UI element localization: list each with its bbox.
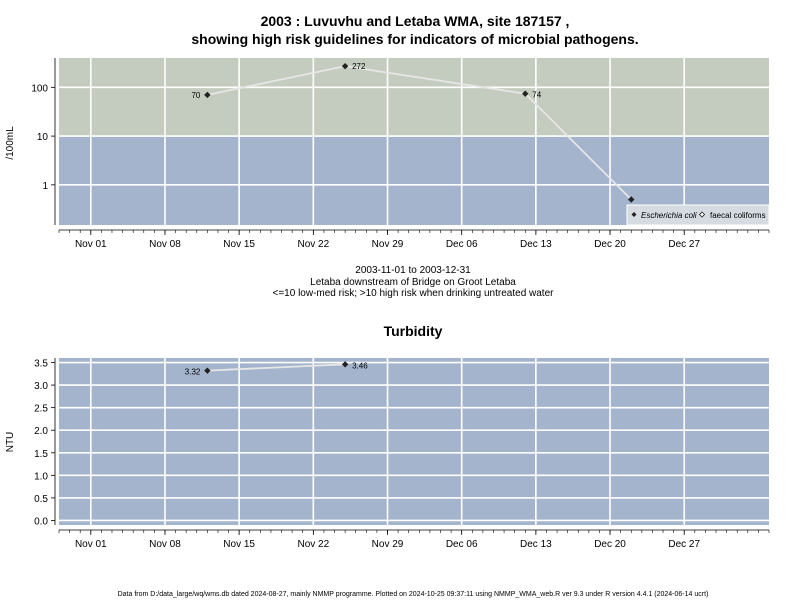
chart2-x-tick-label: Nov 29: [372, 539, 404, 550]
chart1-y-axis-label: /100mL: [5, 126, 16, 160]
chart2-y-axis-label: NTU: [5, 432, 16, 453]
chart2-x-tick-label: Nov 08: [149, 539, 181, 550]
chart1-y-tick-label: 10: [37, 132, 49, 143]
legend-open-diamond-icon: [698, 211, 706, 218]
chart1-data-point: [204, 91, 211, 99]
footer-note: Data from D:/data_large/wq/wms.db dated …: [118, 591, 709, 598]
chart2-y-tick-label: 0.0: [34, 516, 48, 527]
chart1-x-tick-label: Nov 15: [223, 239, 255, 250]
chart2-y-tick-label: 3.5: [34, 359, 48, 370]
chart1-legend: Escherichia coli faecal coliforms: [626, 204, 770, 226]
chart1-x-tick-label: Dec 06: [446, 239, 478, 250]
chart1-x-tick-label: Dec 13: [520, 239, 552, 250]
chart1-title-line2: showing high risk guidelines for indicat…: [191, 31, 638, 47]
chart1-data-label: 272: [352, 62, 366, 71]
chart2-x-tick-label: Dec 27: [668, 539, 700, 550]
chart2-data-point: [204, 367, 211, 374]
chart1-x-tick-label: Nov 01: [75, 239, 107, 250]
chart2-y-tick-label: 1.5: [34, 449, 48, 460]
chart1-risk-band: [59, 58, 769, 137]
chart1-x-tick-label: Dec 20: [594, 239, 626, 250]
chart2-x-tick-label: Dec 13: [520, 539, 552, 550]
chart2-x-tick-label: Nov 15: [223, 539, 255, 550]
chart1-data-point: [628, 196, 635, 203]
chart2-x-tick-label: Dec 06: [446, 539, 478, 550]
chart1-data-label: 74: [532, 91, 541, 100]
site-description-subtitle: Letaba downstream of Bridge on Groot Let…: [310, 277, 516, 288]
chart2-y-tick-label: 3.0: [34, 381, 48, 392]
legend-faecal-label: faecal coliforms: [710, 211, 766, 220]
chart2-y-tick-label: 1.0: [34, 471, 48, 482]
chart1-x-tick-label: Nov 08: [149, 239, 181, 250]
chart2-data-label: 3.46: [352, 361, 368, 370]
chart1-x-tick-label: Nov 22: [297, 239, 329, 250]
chart2-title: Turbidity: [384, 323, 443, 339]
chart1-x-tick-label: Nov 29: [372, 239, 404, 250]
chart2-data-point: [341, 361, 349, 368]
date-range-subtitle: 2003-11-01 to 2003-12-31: [355, 265, 471, 276]
chart2-data-label: 3.32: [185, 368, 201, 377]
chart1-series-line: [207, 65, 632, 201]
risk-guideline-subtitle: <=10 low-med risk; >10 high risk when dr…: [273, 288, 555, 299]
chart2-x-tick-label: Dec 20: [594, 539, 626, 550]
chart1-panel: Nov 01 Nov 08 Nov 15 Nov 22 Nov 29 Dec 06 Dec …: [31, 58, 770, 250]
chart2-x-tick-label: Nov 01: [75, 539, 107, 550]
chart2-panel: Nov 01 Nov 08 Nov 15 Nov 22 Nov 29 Dec 06 Dec …: [34, 358, 770, 550]
chart1-x-tick-label: Dec 27: [668, 239, 700, 250]
legend-ecoli-label: Escherichia coli: [641, 211, 697, 220]
chart2-y-tick-label: 0.5: [34, 494, 48, 505]
chart2-series-line: [207, 363, 346, 372]
chart1-data-point: [341, 62, 349, 70]
chart2-y-tick-label: 2.0: [34, 426, 48, 437]
legend-filled-diamond-icon: [631, 212, 637, 217]
chart2-x-tick-label: Nov 22: [297, 539, 329, 550]
chart1-y-tick-label: 100: [31, 83, 48, 94]
chart1-y-tick-label: 1: [42, 181, 48, 192]
chart1-data-point: [522, 90, 529, 97]
chart1-data-label: 70: [191, 91, 200, 100]
chart1-title-line1: 2003 : Luvuvhu and Letaba WMA, site 1871…: [261, 13, 570, 29]
chart2-y-tick-label: 2.5: [34, 404, 48, 415]
